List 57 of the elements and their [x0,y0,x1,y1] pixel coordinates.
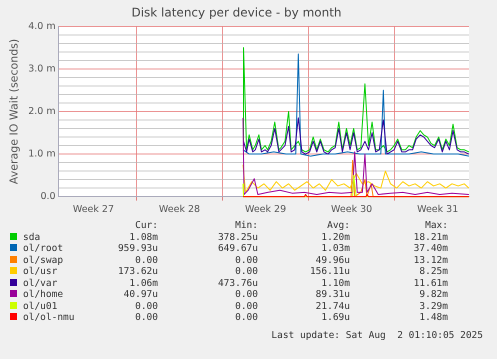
text: 1.06m [128,278,158,289]
text: 473.76u [216,278,258,289]
text: 378.25u [216,232,258,243]
legend-label: ol/swap [22,254,64,266]
text: 89.31u [314,289,350,300]
text: 21.74u [314,300,350,312]
text: Min: [234,220,258,232]
text: 649.67u [216,243,258,254]
text: Cur: [134,220,158,232]
y-tick-label: 2.0 m [28,106,56,117]
text: 1.20m [320,232,350,243]
text: 0.00 [234,254,258,266]
text: 11.61m [412,278,448,289]
legend-label: sda [22,232,42,243]
text: 18.21m [412,232,448,243]
text: 0.00 [134,254,158,266]
text: 1.69u [320,312,350,324]
text: 0.00 [234,266,258,278]
chart-title: Disk latency per device - by month [131,5,342,20]
text: 0.00 [234,312,258,324]
x-tick-label: Week 30 [331,204,372,215]
text: 1.10m [320,278,350,289]
y-axis-title: Average IO Wait (seconds) [7,38,20,184]
text: 156.11u [308,266,350,278]
legend-label: ol/home [22,289,64,300]
y-tick-label: 1.0 m [28,148,56,160]
text: 1.03m [320,243,350,254]
legend-label: ol/u01 [22,300,58,312]
text: 9.82m [418,289,448,300]
text: Avg: [326,220,350,232]
text: 37.40m [412,243,448,254]
text: 1.48m [418,312,448,324]
text: 49.96u [314,254,350,266]
text: 8.25m [418,266,448,278]
y-tick-label: 3.0 m [28,63,56,74]
text: 40.97u [122,289,158,300]
text: 173.62u [116,266,158,278]
x-tick-label: Week 31 [417,204,458,215]
x-tick-label: Week 28 [158,204,200,215]
text: 3.29m [418,300,448,312]
legend-label: ol/root [22,243,64,254]
legend-label: ol/usr [22,266,58,278]
text: 13.12m [412,254,448,266]
text: 0.00 [134,312,158,324]
text: 0.00 [234,289,258,300]
x-tick-label: Week 29 [244,204,286,215]
x-tick-label: Week 27 [72,204,114,215]
text: Last update: Sat Aug 2 01:10:05 2025 [271,330,483,341]
y-tick-label: 0.0 [40,191,56,202]
y-tick-label: 4.0 m [28,20,56,32]
text: 0.00 [134,300,158,312]
text: 1.08m [128,232,158,243]
legend-label: ol/var [22,278,58,289]
text: Max: [424,220,448,232]
text: 959.93u [116,243,158,254]
text: 0.00 [234,300,258,312]
legend-label: ol/ol-nmu [22,312,76,324]
